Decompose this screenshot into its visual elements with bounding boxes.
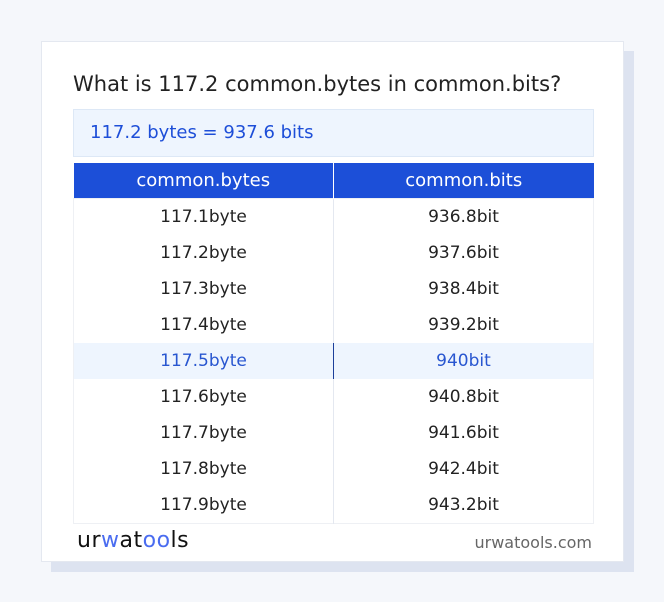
bits-cell: 942.4bit: [333, 451, 594, 487]
table-row: 117.7byte 941.6bit: [74, 415, 594, 451]
table-row: 117.8byte 942.4bit: [74, 451, 594, 487]
column-header: common.bits: [333, 163, 594, 199]
bytes-cell: 117.2byte: [160, 243, 247, 263]
bits-cell: 941.6bit: [333, 415, 594, 451]
bits-cell: 939.2bit: [333, 307, 594, 343]
table-row: 117.3byte 938.4bit: [74, 271, 594, 307]
table-row: 117.9byte 943.2bit: [74, 487, 594, 524]
bytes-cell: 117.8byte: [160, 459, 247, 479]
page-title: What is 117.2 common.bytes in common.bit…: [73, 72, 562, 96]
bytes-cell: 117.7byte: [160, 423, 247, 443]
table-row: 117.4byte 939.2bit: [74, 307, 594, 343]
bits-cell: 938.4bit: [333, 271, 594, 307]
bytes-cell: 117.5byte: [73, 343, 334, 379]
site-link[interactable]: urwatools.com: [474, 533, 593, 552]
bytes-cell: 117.3byte: [160, 279, 247, 299]
bits-cell: 937.6bit: [333, 235, 594, 271]
column-header: common.bytes: [73, 163, 334, 199]
conversion-table: common.bytes common.bits 117.1byte 936.8b…: [73, 163, 594, 524]
bits-cell: 943.2bit: [333, 487, 594, 524]
bits-cell: 936.8bit: [333, 198, 594, 235]
table-row: 117.6byte 940.8bit: [74, 379, 594, 415]
bytes-cell: 117.6byte: [160, 387, 247, 407]
conversion-result: 117.2 bytes = 937.6 bits: [73, 109, 594, 157]
bytes-cell: 117.4byte: [160, 315, 247, 335]
table-row: 117.5byte 940bit: [73, 343, 594, 379]
bits-cell: 940.8bit: [333, 379, 594, 415]
bits-cell: 940bit: [333, 343, 594, 379]
bytes-cell: 117.1byte: [160, 207, 247, 227]
table-row: 117.2byte 937.6bit: [74, 235, 594, 271]
bytes-cell: 117.9byte: [160, 495, 247, 515]
table-row: 117.1byte 936.8bit: [74, 198, 594, 235]
urwatools-logo: urwatools: [77, 528, 190, 553]
conversion-card: What is 117.2 common.bytes in common.bit…: [41, 41, 624, 562]
